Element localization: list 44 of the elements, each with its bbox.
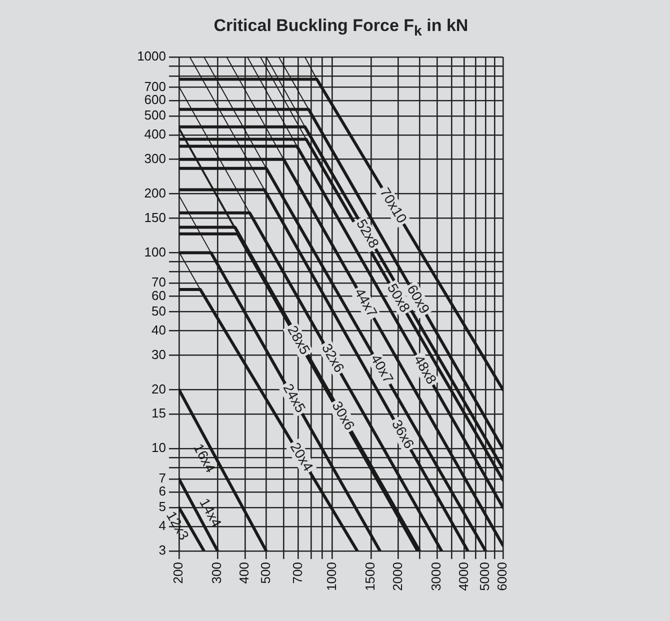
y-tick-label: 6 <box>158 484 166 499</box>
text: 48x8 <box>411 352 440 387</box>
x-tick-label: 300 <box>209 562 224 584</box>
y-tick-label: 50 <box>152 303 166 318</box>
text: 14x4 <box>196 495 226 530</box>
y-tick-label: 7 <box>158 470 166 486</box>
text: 44x7 <box>352 285 381 320</box>
x-tick-label: 500 <box>258 562 273 584</box>
y-tick-label: 4 <box>158 518 166 534</box>
text: 40x7 <box>368 351 397 386</box>
y-tick-label: 10 <box>152 440 166 456</box>
text: 28x5 <box>284 322 314 358</box>
x-tick-label: 4000 <box>456 562 471 591</box>
x-tick-label: 6000 <box>494 562 510 591</box>
y-tick-label: 30 <box>152 346 166 362</box>
y-tick-label: 600 <box>144 92 166 108</box>
y-tick-label: 200 <box>144 185 166 200</box>
y-tick-label: 300 <box>144 150 166 166</box>
y-tick-label: 1000 <box>137 48 166 64</box>
x-tick-label: 700 <box>290 562 305 584</box>
x-tick-label: 1500 <box>362 562 378 591</box>
y-tick-label: 3 <box>158 542 166 558</box>
x-tick-label: 1000 <box>324 562 339 591</box>
y-tick-label: 20 <box>152 381 166 396</box>
chart-title: Critical Buckling Force F$_{k}$ in kN <box>212 16 470 40</box>
text: 30x6 <box>329 398 358 433</box>
y-tick-label: 100 <box>144 244 166 260</box>
y-tick-label: 700 <box>144 78 166 94</box>
y-tick-label: 500 <box>144 108 166 123</box>
x-tick-label: 3000 <box>428 562 444 591</box>
y-tick-label: 15 <box>152 406 166 421</box>
x-tick-label: 2000 <box>390 562 405 591</box>
y-tick-label: 5 <box>158 499 166 514</box>
text: 36x6 <box>388 416 418 452</box>
y-tick-label: 150 <box>144 210 166 225</box>
y-tick-label: 40 <box>152 322 166 338</box>
y-tick-label: 400 <box>144 126 166 142</box>
y-tick-label: 70 <box>152 274 166 290</box>
text: 16x4 <box>190 440 220 476</box>
text: 32x6 <box>318 340 348 376</box>
x-tick-label: 400 <box>236 562 252 584</box>
x-tick-label: 5000 <box>477 562 492 591</box>
y-tick-label: 60 <box>152 288 166 303</box>
text: 24x5 <box>280 380 310 416</box>
